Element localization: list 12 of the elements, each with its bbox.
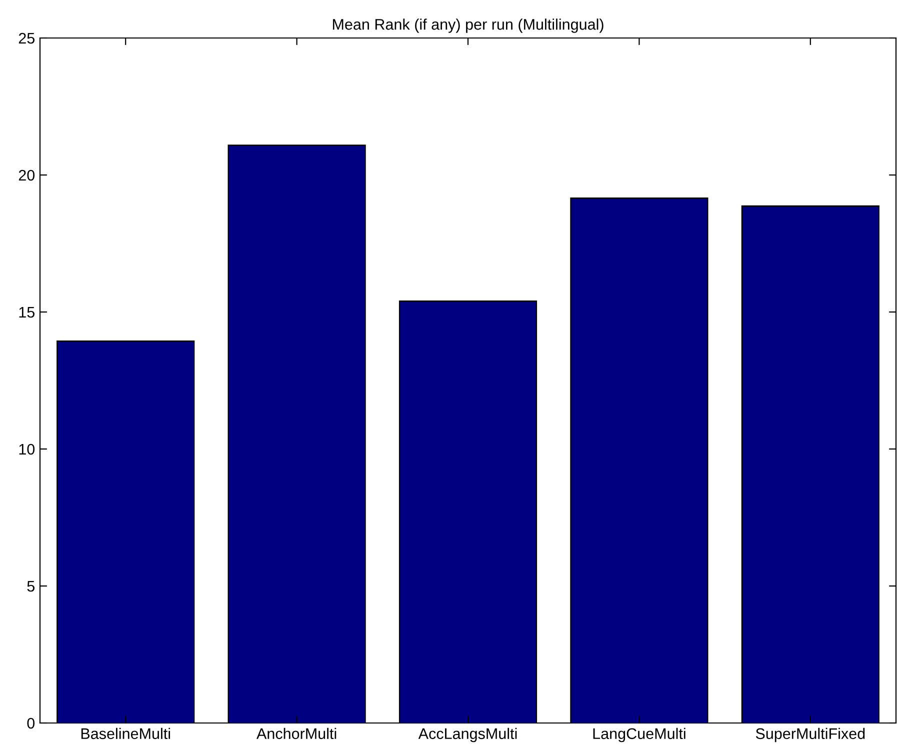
x-tick-label: SuperMultiFixed (756, 728, 865, 742)
y-tick-label: 10 (19, 444, 35, 455)
y-tick-label: 15 (19, 307, 34, 318)
x-tick-label: AnchorMulti (256, 728, 336, 740)
y-tick-label: 0 (27, 718, 35, 729)
x-tick-label: LangCueMulti (593, 728, 686, 742)
x-tick-label: AccLangsMulti (418, 728, 517, 742)
x-tick-label: BaselineMulti (81, 728, 170, 740)
y-tick-label: 25 (18, 32, 34, 44)
y-tick-label: 20 (18, 170, 35, 181)
chart-title: Mean Rank (if any) per run (Multilingual) (332, 18, 604, 33)
y-tick-label: 5 (27, 581, 34, 592)
